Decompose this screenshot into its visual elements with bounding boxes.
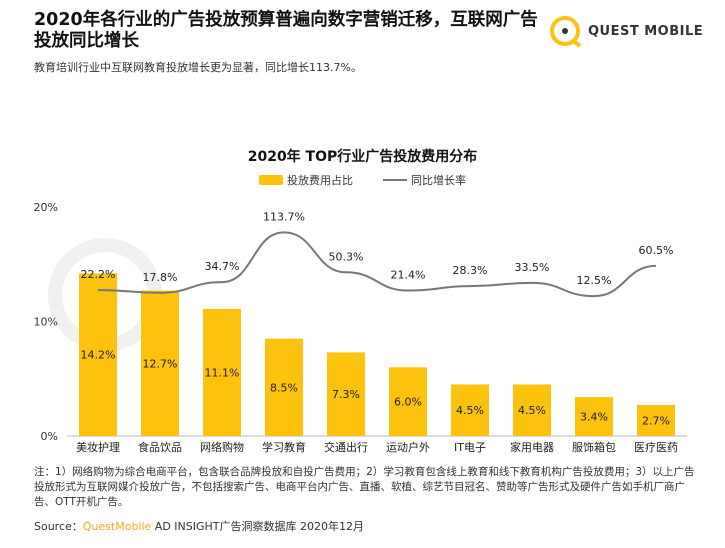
bar-value-label: 11.1%: [205, 366, 240, 379]
bar-value-label: 12.7%: [143, 357, 178, 370]
bar: [203, 308, 241, 436]
bar: [575, 397, 613, 436]
footnote: 注：1）网络购物为综合电商平台，包含联合品牌投放和自投广告费用；2）学习教育包含…: [34, 466, 695, 508]
bar: [327, 352, 365, 436]
logo-text: QUEST MOBILE: [588, 23, 704, 39]
source-prefix: Source：: [34, 520, 83, 533]
chart-title: 2020年 TOP行业广告投放费用分布: [247, 149, 478, 165]
line-value-label: 21.4%: [391, 269, 426, 282]
bar-value-label: 8.5%: [270, 381, 298, 394]
bar: [637, 405, 675, 436]
x-tick-label: 网络购物: [200, 440, 244, 454]
line-value-label: 17.8%: [143, 271, 178, 284]
line-value-label: 60.5%: [639, 244, 674, 257]
bar: [389, 367, 427, 436]
legend-bar-swatch: [259, 175, 283, 185]
line-value-label: 34.7%: [205, 260, 240, 273]
x-tick-label: 学习教育: [262, 440, 306, 454]
legend-line-swatch: [383, 179, 407, 181]
source-brand: QuestMobile: [82, 520, 152, 533]
page-title: 2020年各行业的广告投放预算普遍向数字营销迁移，互联网广告投放同比增长: [34, 10, 538, 51]
y-tick-label: 20%: [34, 201, 58, 214]
legend-line-label: 同比增长率: [411, 174, 466, 187]
line-value-label: 22.2%: [81, 268, 116, 281]
bar: [451, 384, 489, 436]
bar-value-label: 7.3%: [332, 388, 360, 401]
bar-value-label: 4.5%: [456, 404, 484, 417]
source-rest: AD INSIGHT广告洞察数据库 2020年12月: [151, 520, 365, 533]
x-tick-label: 美妆护理: [76, 440, 120, 454]
x-tick-label: 食品饮品: [138, 440, 182, 454]
logo: QUEST MOBILE: [548, 14, 703, 48]
line-value-label: 28.3%: [453, 264, 488, 277]
x-tick-label: 交通出行: [324, 440, 368, 454]
x-tick-label: 服饰箱包: [572, 440, 616, 454]
bar-value-label: 6.0%: [394, 396, 422, 409]
legend-bar: 投放费用占比: [259, 172, 353, 188]
bar: [79, 273, 117, 436]
bar: [513, 384, 551, 436]
line-value-label: 50.3%: [329, 250, 364, 263]
bar-value-label: 3.4%: [580, 411, 608, 424]
line-value-label: 33.5%: [515, 261, 550, 274]
x-tick-label: 运动户外: [386, 440, 430, 454]
y-tick-label: 10%: [34, 316, 58, 329]
bar: [265, 338, 303, 436]
bar-value-label: 4.5%: [518, 404, 546, 417]
page-subtitle: 教育培训行业中互联网教育投放增长更为显著，同比增长113.7%。: [34, 61, 362, 74]
x-tick-label: 医疗医药: [634, 440, 678, 454]
bar-value-label: 2.7%: [642, 415, 670, 428]
x-tick-label: 家用电器: [510, 440, 554, 454]
line-value-label: 12.5%: [577, 274, 612, 287]
source: Source：QuestMobile AD INSIGHT广告洞察数据库 202…: [34, 518, 364, 534]
legend-line: 同比增长率: [383, 172, 466, 188]
legend: 投放费用占比 同比增长率: [0, 172, 725, 188]
growth-line: [97, 231, 657, 298]
bar: [141, 290, 179, 436]
quest-mobile-logo-icon: [550, 16, 582, 48]
legend-bar-label: 投放费用占比: [287, 174, 353, 187]
line-value-label: 113.7%: [263, 210, 305, 223]
bar-value-label: 14.2%: [81, 349, 116, 362]
x-tick-label: IT电子: [454, 441, 486, 454]
y-tick-label: 0%: [41, 430, 58, 443]
